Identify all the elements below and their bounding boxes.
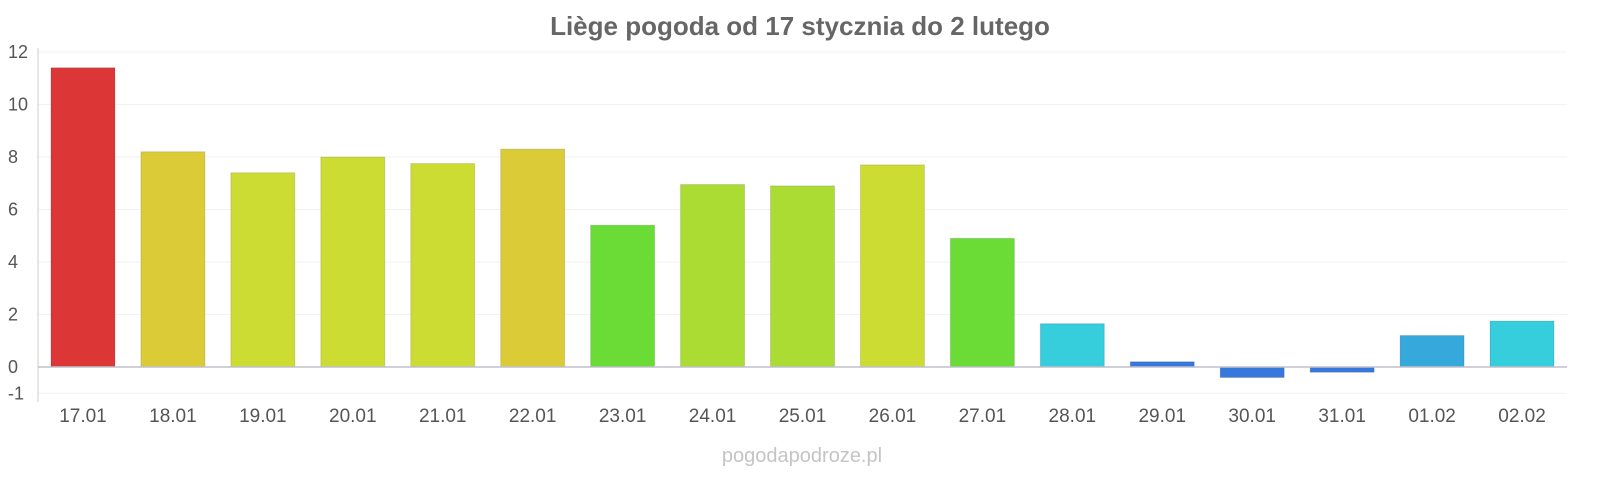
bar-02.02 [1489, 320, 1555, 368]
bar-24.01 [680, 184, 746, 368]
bar-20.01 [320, 156, 386, 368]
y-tick-label: 4 [8, 252, 18, 272]
y-tick-label: -1 [8, 383, 24, 403]
x-tick-label: 28.01 [1049, 406, 1097, 427]
x-tick-label: 29.01 [1138, 406, 1186, 427]
bar-17.01 [50, 67, 116, 368]
x-tick-label: 02.02 [1498, 406, 1546, 427]
x-tick-label: 31.01 [1318, 406, 1366, 427]
bar-29.01 [1129, 361, 1195, 368]
bar-19.01 [230, 172, 296, 368]
y-tick-label: 8 [8, 147, 18, 167]
x-tick-label: 23.01 [599, 406, 647, 427]
y-tick-label: 12 [8, 42, 28, 62]
chart-title: Liège pogoda od 17 stycznia do 2 lutego [550, 11, 1050, 41]
y-axis-ticks: 12 10 8 6 4 2 0 -1 [8, 42, 28, 403]
bar-31.01 [1309, 366, 1375, 373]
watermark: pogodapodroze.pl [722, 445, 882, 467]
x-tick-label: 20.01 [329, 406, 377, 427]
bar-27.01 [949, 237, 1015, 368]
x-tick-label: 22.01 [509, 406, 557, 427]
bar-22.01 [500, 148, 566, 368]
bar-25.01 [770, 185, 835, 368]
x-tick-label: 26.01 [869, 406, 917, 427]
x-tick-label: 17.01 [59, 406, 107, 427]
x-tick-label: 21.01 [419, 406, 467, 427]
y-tick-label: 2 [8, 305, 18, 325]
y-tick-label: 10 [8, 95, 28, 115]
bars [38, 67, 1567, 378]
bar-28.01 [1039, 323, 1105, 368]
x-tick-label: 25.01 [779, 406, 827, 427]
bar-01.02 [1399, 335, 1465, 368]
bar-23.01 [590, 224, 656, 368]
x-tick-label: 19.01 [239, 406, 287, 427]
bar-21.01 [410, 163, 476, 368]
x-tick-label: 18.01 [149, 406, 197, 427]
x-tick-label: 01.02 [1408, 406, 1456, 427]
y-tick-label: 6 [8, 200, 18, 220]
bar-26.01 [859, 164, 925, 368]
x-axis-ticks: 17.01 18.01 19.01 20.01 21.01 22.01 23.01 24.01… [59, 406, 1546, 427]
x-tick-label: 24.01 [689, 406, 737, 427]
x-tick-label: 30.01 [1228, 406, 1276, 427]
bar-18.01 [140, 151, 206, 368]
y-tick-label: 0 [8, 357, 18, 377]
bar-30.01 [1219, 366, 1285, 378]
x-tick-label: 27.01 [959, 406, 1007, 427]
